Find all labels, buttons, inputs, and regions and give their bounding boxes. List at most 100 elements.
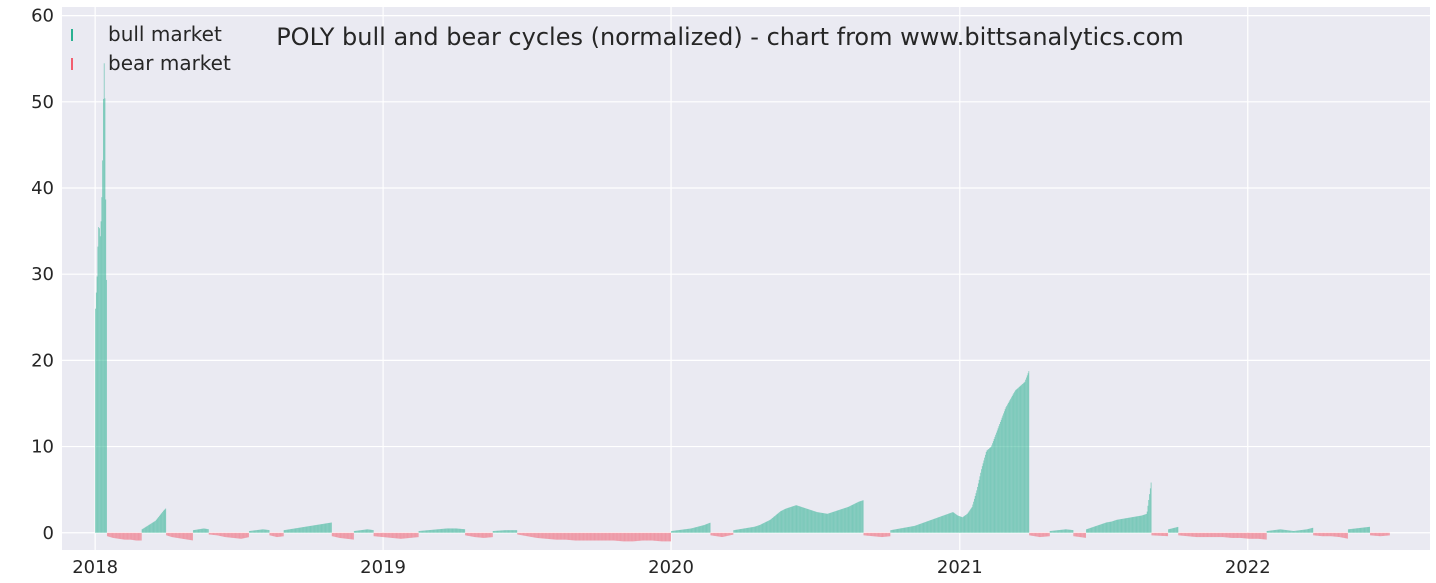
- bar-bear-market: [1313, 532, 1314, 536]
- bar-bear-market: [1387, 532, 1389, 536]
- bar-bull-market: [701, 525, 702, 533]
- bar-bull-market: [940, 516, 942, 533]
- bar-bear-market: [876, 532, 877, 537]
- bar-bear-market: [615, 532, 616, 541]
- bar-bull-market: [366, 529, 368, 533]
- bar-bull-market: [689, 528, 690, 533]
- bar-bear-market: [219, 532, 220, 536]
- bar-bear-market: [597, 532, 599, 541]
- bar-bull-market: [847, 506, 849, 533]
- bar-bull-market: [817, 512, 819, 533]
- bar-bull-market: [1003, 411, 1005, 533]
- bar-bull-market: [432, 529, 433, 533]
- bar-bull-market: [1054, 530, 1056, 533]
- bar-bull-market: [290, 529, 292, 533]
- bar-bear-market: [526, 532, 528, 537]
- bar-bull-market: [456, 528, 458, 533]
- bar-bull-market: [1172, 528, 1173, 533]
- bar-bull-market: [775, 515, 776, 533]
- bar-bull-market: [1141, 515, 1142, 533]
- bar-bear-market: [1205, 532, 1207, 538]
- bar-bull-market: [200, 528, 202, 533]
- bar-bear-market: [1232, 532, 1234, 538]
- bar-bear-market: [869, 532, 870, 536]
- bar-bull-market: [324, 523, 326, 533]
- bar-bear-market: [396, 532, 398, 539]
- bar-bear-market: [1034, 532, 1036, 537]
- bar-bear-market: [1325, 532, 1327, 537]
- bar-bear-market: [349, 532, 351, 540]
- bar-bull-market: [757, 525, 759, 533]
- bar-bull-market: [736, 529, 738, 533]
- bar-bear-market: [551, 532, 552, 540]
- bar-bear-market: [648, 532, 649, 541]
- bar-bull-market: [817, 512, 818, 533]
- bar-bear-market: [545, 532, 547, 539]
- bar-bull-market: [947, 513, 949, 533]
- bar-bull-market: [1365, 527, 1367, 533]
- bar-bear-market: [394, 532, 396, 539]
- bar-bear-market: [1199, 532, 1201, 538]
- bar-bear-market: [273, 532, 275, 537]
- bar-bull-market: [744, 528, 746, 533]
- bar-bull-market: [1148, 499, 1150, 533]
- bar-bull-market: [1049, 531, 1051, 533]
- bar-bear-market: [1044, 532, 1045, 537]
- bar-bear-market: [182, 532, 184, 539]
- bar-bull-market: [762, 523, 764, 533]
- bar-bear-market: [624, 532, 626, 542]
- bar-bull-market: [824, 513, 825, 533]
- bar-bear-market: [1237, 532, 1239, 538]
- bar-bear-market: [542, 532, 544, 539]
- bar-bear-market: [1374, 532, 1376, 536]
- bar-bull-market: [1278, 529, 1280, 533]
- bar-bear-market: [215, 532, 217, 536]
- bar-bull-market: [671, 530, 673, 533]
- bar-bear-market: [237, 532, 239, 539]
- bar-bear-market: [384, 532, 386, 538]
- bar-bull-market: [800, 506, 802, 533]
- bar-bear-market: [1257, 532, 1258, 539]
- bar-bull-market: [196, 529, 197, 533]
- bar-bull-market: [1150, 482, 1152, 533]
- bar-bull-market: [294, 528, 296, 533]
- bar-bull-market: [676, 530, 678, 533]
- bar-bull-market: [819, 512, 821, 533]
- bar-bull-market: [673, 530, 675, 533]
- bar-bear-market: [520, 532, 522, 536]
- bar-bear-market: [1384, 532, 1385, 536]
- bar-bear-market: [1160, 532, 1161, 536]
- bar-bull-market: [689, 528, 691, 533]
- bar-bull-market: [949, 513, 951, 533]
- bar-bear-market: [1371, 532, 1373, 536]
- bar-bull-market: [1017, 388, 1019, 533]
- bar-bear-market: [184, 532, 186, 540]
- bar-bear-market: [1377, 532, 1379, 537]
- bar-bear-market: [1164, 532, 1165, 536]
- bar-bear-market: [580, 532, 582, 541]
- bar-bear-market: [1226, 532, 1228, 538]
- bar-bear-market: [118, 532, 119, 539]
- bar-bull-market: [165, 508, 167, 533]
- bar-bear-market: [1385, 532, 1386, 536]
- bar-bear-market: [1080, 532, 1082, 538]
- bar-bear-market: [486, 532, 488, 538]
- bar-bull-market: [839, 509, 840, 533]
- bar-bear-market: [405, 532, 406, 539]
- bar-bull-market: [157, 517, 159, 533]
- bar-bull-market: [319, 524, 320, 533]
- bar-bear-market: [1225, 532, 1227, 538]
- bar-bull-market: [1070, 529, 1071, 533]
- bar-bull-market: [962, 516, 964, 533]
- bar-bear-market: [653, 532, 655, 541]
- bar-bull-market: [353, 531, 355, 533]
- bar-bull-market: [429, 530, 431, 533]
- bar-bull-market: [95, 308, 96, 533]
- bar-bear-market: [603, 532, 604, 541]
- bar-bear-market: [403, 532, 405, 539]
- bar-bull-market: [918, 524, 920, 533]
- bar-bull-market: [312, 525, 314, 533]
- bar-bear-market: [575, 532, 577, 541]
- bar-bull-market: [999, 424, 1000, 533]
- bar-bear-market: [1262, 532, 1264, 540]
